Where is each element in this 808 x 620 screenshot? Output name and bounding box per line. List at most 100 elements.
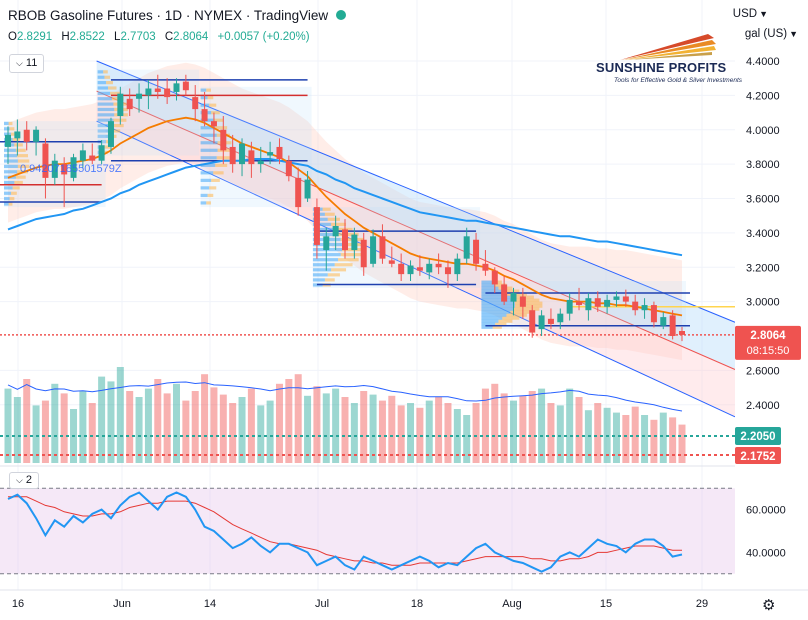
candle: [267, 141, 274, 165]
profile-row-down: [207, 96, 214, 100]
profile-row-down: [107, 86, 117, 90]
profile-row-down: [8, 121, 13, 126]
candle: [444, 260, 451, 288]
profile-row-down: [209, 103, 217, 107]
candle-body: [220, 129, 227, 151]
candle-body: [33, 129, 40, 142]
candle-body: [323, 236, 330, 251]
candle: [463, 227, 470, 264]
candle: [632, 294, 639, 316]
candle: [257, 146, 264, 173]
candle: [136, 83, 143, 113]
profile-row-up: [312, 222, 332, 226]
indicators-toggle-button[interactable]: ⌵ 11: [9, 54, 45, 73]
profile-row-down: [110, 91, 121, 95]
profile-row-down: [334, 263, 353, 267]
candle: [379, 224, 386, 264]
settings-gear-icon[interactable]: ⚙: [762, 597, 776, 614]
profile-row-up: [200, 88, 207, 92]
volume-bar: [556, 405, 564, 463]
time-axis[interactable]: 16 Jun 14 Jul 18 Aug 15 29: [0, 589, 808, 610]
profile-row-up: [481, 304, 515, 308]
profile-row-up: [97, 113, 115, 117]
volume-bar: [266, 400, 274, 463]
candle: [98, 140, 105, 165]
profile-row-up: [4, 159, 18, 163]
price-axis[interactable]: 4.4000 4.2000 4.0000 3.8000 3.6000 3.4000 3.20…: [735, 0, 808, 590]
brand-tagline: Tools for Effective Gold & Silver Invest…: [614, 77, 743, 84]
profile-row-down: [15, 148, 26, 152]
volume-bar: [107, 381, 115, 463]
candle: [538, 310, 545, 336]
profile-row-up: [97, 97, 112, 101]
profile-row-up: [312, 253, 341, 257]
price-tick-label: 3.8000: [746, 159, 780, 171]
profile-row-up: [481, 319, 499, 323]
candle: [501, 275, 508, 306]
candle-body: [295, 177, 302, 208]
unit-selector[interactable]: gal (US) ▼: [744, 28, 798, 40]
symbol-title[interactable]: RBOB Gasoline Futures · 1D · NYMEX · Tra…: [8, 8, 347, 23]
candle-body: [5, 134, 11, 147]
volume-bar: [191, 391, 199, 463]
profile-row-down: [207, 193, 214, 198]
candle-body: [501, 284, 508, 302]
profile-block: [200, 86, 312, 208]
profile-row-up: [312, 263, 335, 267]
candle: [519, 287, 526, 319]
candle-body: [276, 146, 283, 159]
volume-bar: [238, 397, 246, 463]
profile-row-down: [513, 307, 540, 311]
profile-row-down: [213, 118, 224, 122]
profile-row-down: [9, 197, 15, 201]
profile-row-up: [481, 325, 493, 329]
volume-bar: [622, 415, 630, 463]
price-tick-label: 3.2000: [746, 262, 780, 274]
profile-row-up: [312, 227, 335, 232]
candle-body: [407, 265, 414, 275]
profile-row-up: [200, 163, 216, 167]
volume-bar: [247, 388, 255, 463]
price-tick-label: 2.4000: [746, 400, 780, 412]
time-tick-label: 29: [696, 598, 708, 610]
envelope-band: [8, 62, 682, 361]
symbol-title-text[interactable]: RBOB Gasoline Futures · 1D · NYMEX · Tra…: [8, 8, 329, 23]
price-axis-bg: [735, 0, 808, 590]
volume-bar: [154, 379, 162, 463]
candle-body: [285, 160, 292, 177]
candle-body: [641, 305, 648, 311]
volume-bar: [538, 388, 546, 463]
candle: [679, 327, 685, 342]
candle: [426, 258, 433, 280]
profile-row-up: [97, 134, 108, 138]
candle-body: [454, 258, 461, 275]
currency-selector[interactable]: USD ▼: [732, 8, 768, 20]
profile-row-down: [502, 289, 520, 293]
candle-body: [519, 296, 526, 307]
time-tick-label: Jun: [113, 598, 131, 610]
volume-bar: [463, 415, 471, 463]
volume-bar: [13, 397, 21, 463]
candle-body: [61, 164, 68, 175]
candle-body: [145, 88, 152, 96]
volume-bar: [416, 407, 424, 463]
volume-bar: [144, 388, 152, 463]
profile-row-down: [206, 88, 211, 92]
candle: [585, 293, 592, 321]
price-tick-label: 4.4000: [746, 56, 780, 68]
volume-bar: [500, 393, 508, 463]
volume-bar: [510, 400, 517, 463]
volume-bar: [425, 400, 433, 463]
volume-bar: [41, 400, 49, 463]
candle: [473, 232, 480, 271]
volume-bar: [219, 394, 227, 463]
last-price-tag: [735, 325, 801, 360]
profile-row-up: [4, 154, 18, 158]
volume-bar: [669, 417, 677, 463]
pane-indicators-toggle-button[interactable]: ⌵ 2: [9, 472, 40, 489]
volume-bar: [294, 374, 302, 463]
candle-body: [379, 236, 386, 259]
profile-row-down: [12, 137, 20, 142]
channel-lower-line: [96, 120, 736, 418]
